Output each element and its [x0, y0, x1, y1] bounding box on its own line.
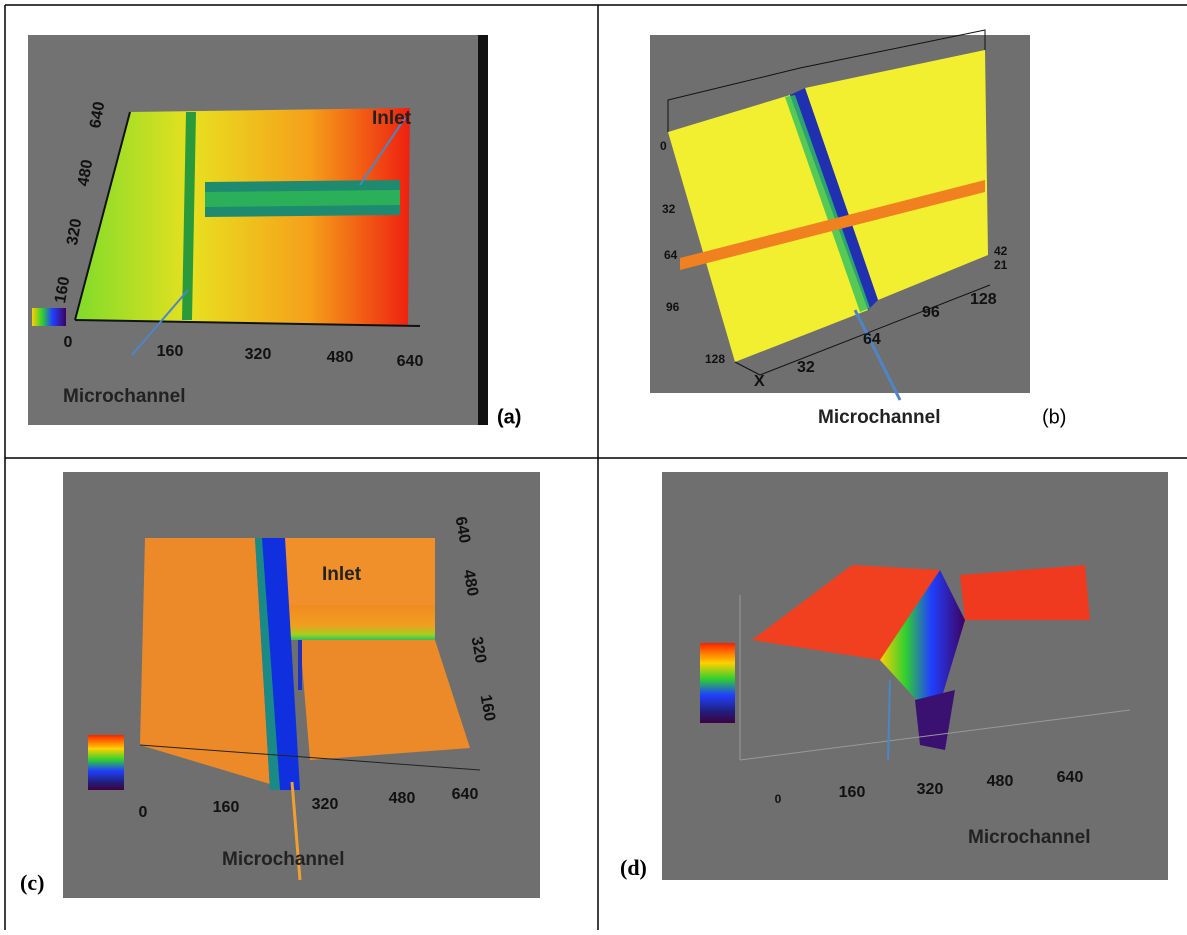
tick-label: 160 [839, 784, 866, 801]
panel-c: 640 480 320 160 0 160 320 480 640 Inlet … [20, 472, 540, 898]
panel-a: 640 480 320 160 0 160 320 480 640 Inlet … [28, 35, 521, 428]
tick-label: 96 [922, 304, 940, 321]
tick-label: 640 [397, 353, 424, 370]
tick-label: 640 [1057, 769, 1084, 786]
annotation: Inlet [322, 564, 362, 585]
panel-label: (a) [497, 406, 521, 428]
panel-d: 0 160 320 480 640 Microchannel (d) [620, 472, 1168, 880]
tick-label: 0 [660, 139, 667, 153]
axis-name: X [754, 373, 765, 390]
figure: 640 480 320 160 0 160 320 480 640 Inlet … [0, 0, 1187, 930]
tick-label: 0 [64, 334, 73, 351]
panel-b: 0 32 64 96 128 32 64 96 128 42 21 X Micr… [650, 30, 1066, 428]
tick-label: 64 [664, 248, 678, 262]
panel-label: (d) [620, 855, 647, 880]
annotation: Microchannel [222, 849, 344, 870]
annotation: Microchannel [818, 407, 940, 428]
annotation: Microchannel [968, 827, 1090, 848]
tick-label: 32 [797, 359, 815, 376]
tick-label: 480 [327, 349, 354, 366]
tick-label: 480 [389, 790, 416, 807]
tick-label: 64 [863, 331, 881, 348]
annotation: Inlet [372, 108, 412, 129]
tick-label: 320 [245, 346, 272, 363]
tick-label: 640 [452, 786, 479, 803]
tick-label: 96 [666, 300, 680, 314]
tick-label: 160 [157, 343, 184, 360]
tick-label: 320 [917, 781, 944, 798]
tick-label: 21 [994, 258, 1008, 272]
panel-label: (b) [1042, 406, 1066, 428]
tick-label: 0 [775, 792, 782, 806]
tick-label: 32 [662, 202, 676, 216]
tick-label: 128 [705, 352, 725, 366]
tick-label: 320 [312, 796, 339, 813]
annotation: Microchannel [63, 386, 185, 407]
tick-label: 128 [970, 291, 997, 308]
tick-label: 160 [213, 799, 240, 816]
tick-label: 0 [139, 804, 148, 821]
tick-label: 480 [987, 773, 1014, 790]
tick-label: 42 [994, 244, 1008, 258]
panel-label: (c) [20, 870, 44, 895]
